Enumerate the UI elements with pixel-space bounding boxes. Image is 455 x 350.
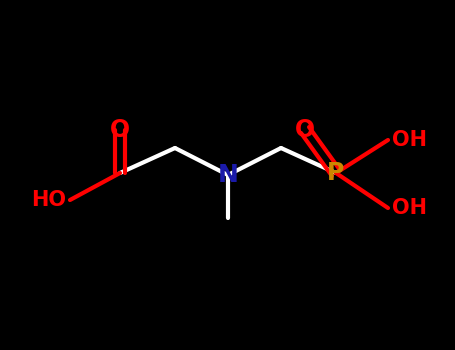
Text: N: N bbox=[217, 163, 238, 187]
Text: OH: OH bbox=[392, 130, 427, 150]
Text: O: O bbox=[295, 118, 315, 142]
Text: HO: HO bbox=[31, 190, 66, 210]
Text: O: O bbox=[110, 118, 130, 142]
Text: P: P bbox=[327, 161, 345, 185]
Text: OH: OH bbox=[392, 198, 427, 218]
